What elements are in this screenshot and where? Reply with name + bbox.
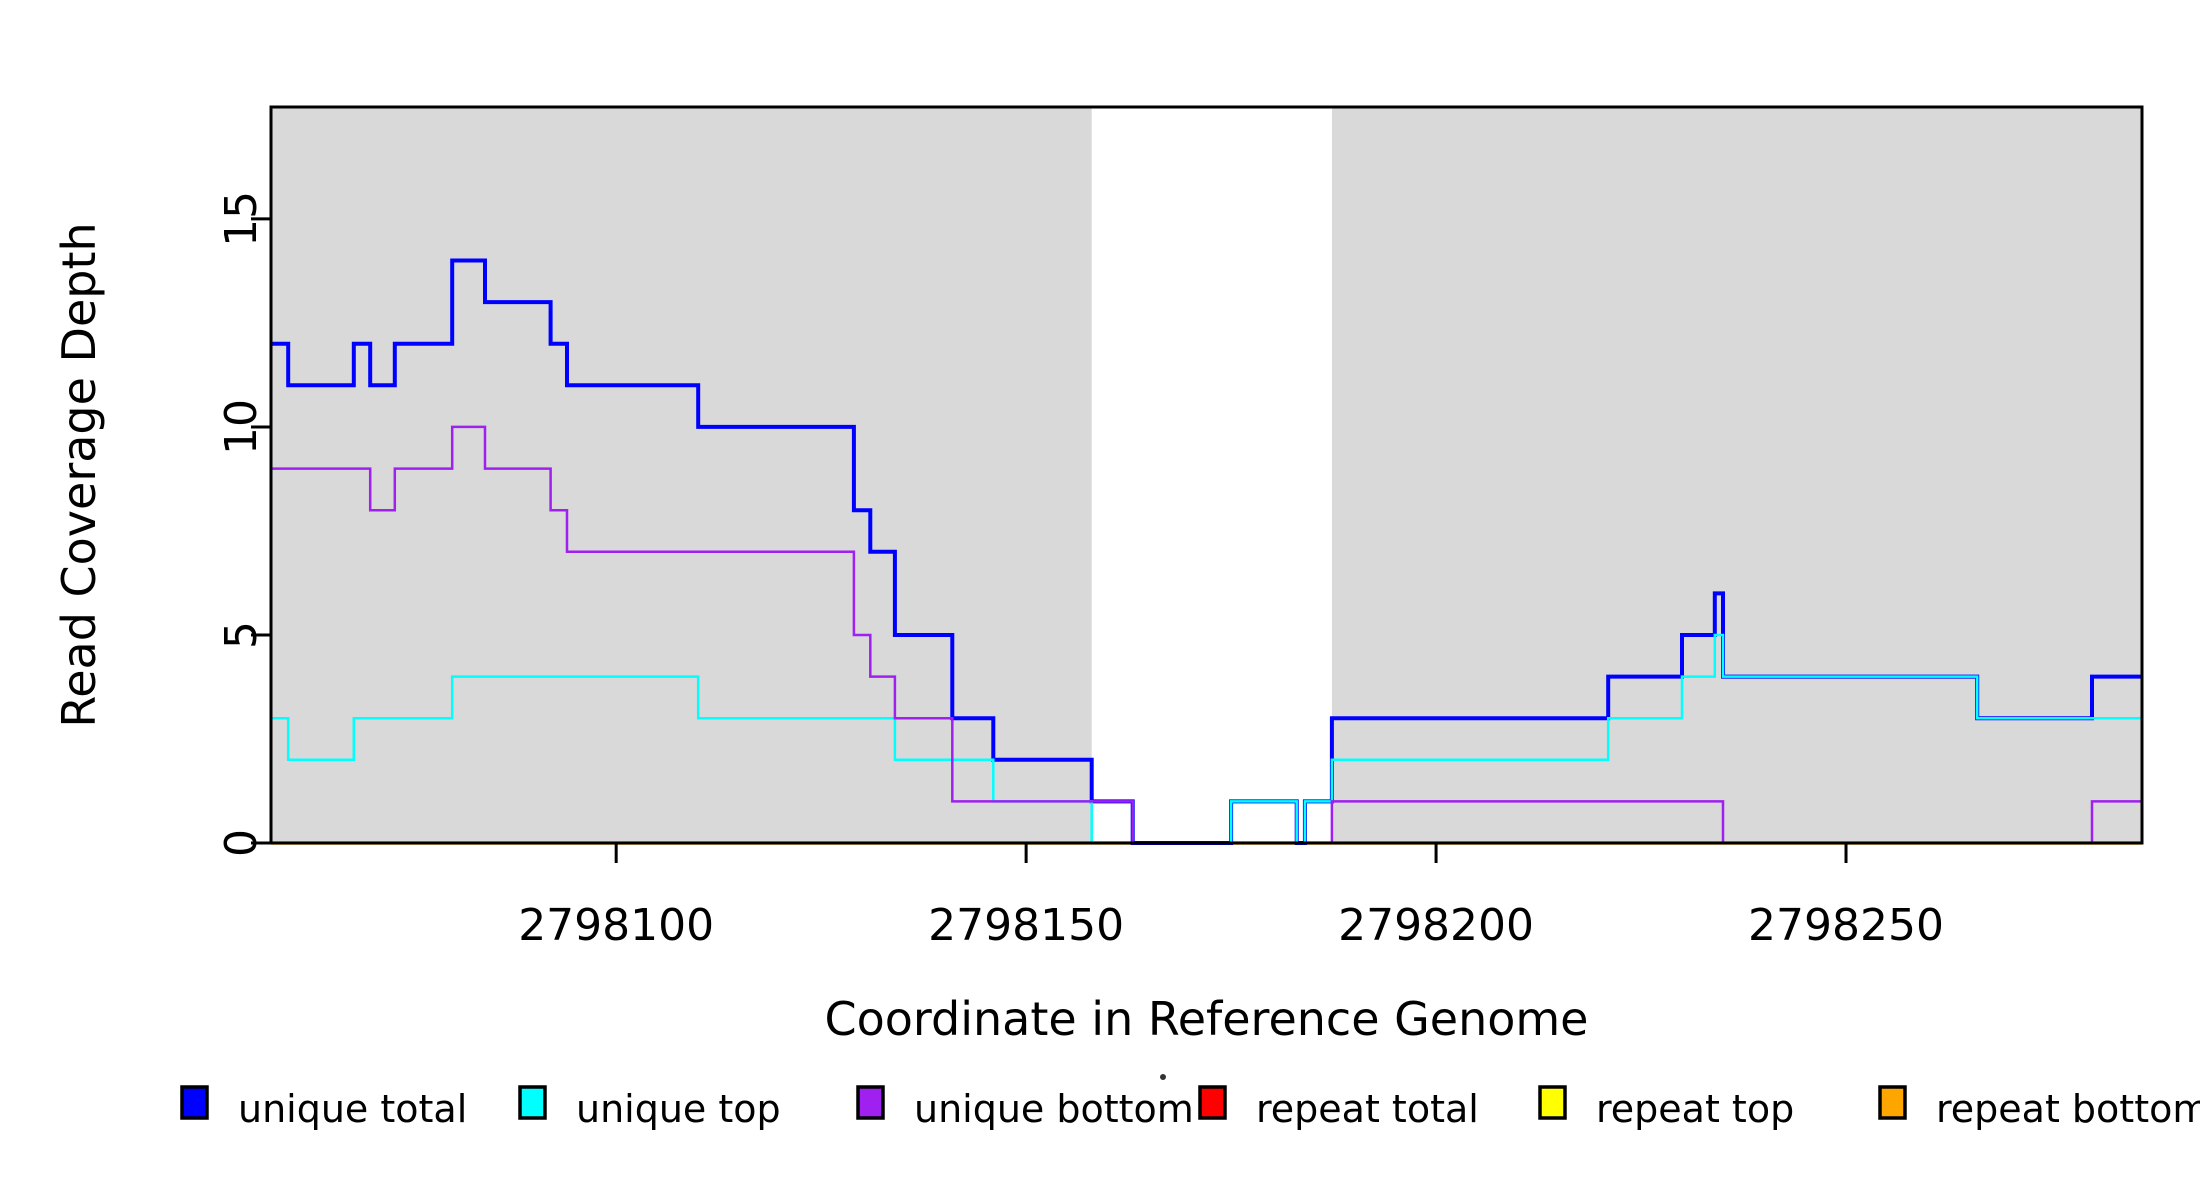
y-axis: 0 5 10 15: [216, 191, 271, 857]
unique-region-right-shading: [1331, 107, 2142, 843]
legend-label-unique-bottom: unique bottom: [914, 1087, 1194, 1131]
x-tick-label: 2798250: [1748, 900, 1944, 951]
legend-label-repeat-top: repeat top: [1596, 1087, 1794, 1131]
legend-label-unique-total: unique total: [238, 1087, 467, 1131]
x-tick-label: 2798200: [1338, 900, 1534, 951]
legend-label-repeat-bottom: repeat bottom: [1936, 1087, 2200, 1131]
legend-swatch-unique-bottom: [856, 1085, 885, 1120]
y-tick-label: 10: [216, 399, 267, 455]
legend-swatch-unique-total: [180, 1085, 209, 1120]
unique-region-left-shading: [271, 107, 1092, 843]
x-axis: 2798100 2798150 2798200 2798250: [518, 843, 1944, 951]
legend-swatch-repeat-top: [1538, 1085, 1567, 1120]
legend-swatch-repeat-total: [1198, 1085, 1227, 1120]
y-axis-title: Read Coverage Depth: [52, 222, 106, 727]
x-axis-title: Coordinate in Reference Genome: [825, 992, 1589, 1046]
legend-swatch-repeat-bottom: [1878, 1085, 1907, 1120]
series-line-unique-total: [271, 258, 2142, 845]
stray-dot: [1160, 1074, 1166, 1080]
plot-box: [269, 105, 2144, 845]
legend-label-unique-top: unique top: [576, 1087, 781, 1131]
x-tick-label: 2798150: [928, 900, 1124, 951]
series-line-unique-bottom: [271, 425, 2142, 845]
y-tick-label: 15: [216, 191, 267, 247]
y-tick-label: 5: [216, 621, 267, 649]
legend: unique total unique top unique bottom repea…: [180, 1085, 2200, 1131]
x-tick-label: 2798100: [518, 900, 714, 951]
legend-swatch-unique-top: [518, 1085, 547, 1120]
series-line-unique-top: [271, 633, 2142, 845]
legend-label-repeat-total: repeat total: [1256, 1087, 1479, 1131]
y-tick-label: 0: [216, 829, 267, 857]
